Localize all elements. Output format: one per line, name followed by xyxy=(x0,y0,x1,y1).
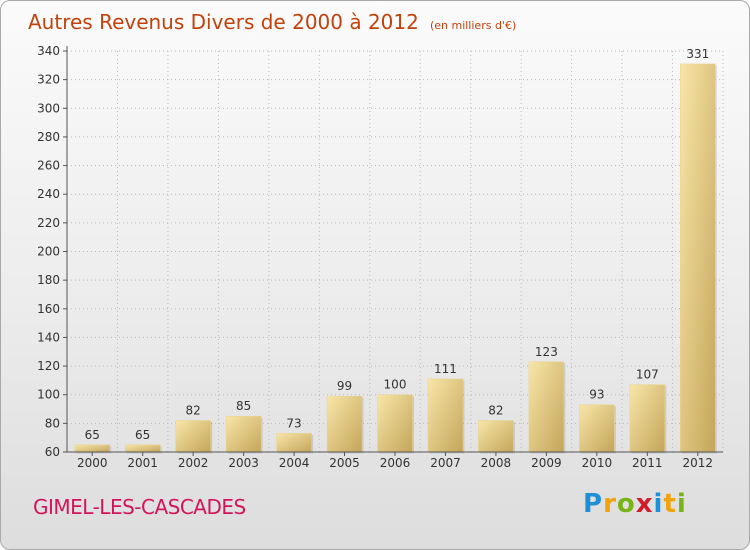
y-tick-label: 140 xyxy=(37,330,60,344)
bar xyxy=(427,378,464,453)
value-label: 107 xyxy=(636,368,659,382)
x-tick-label: 2009 xyxy=(531,456,562,470)
y-tick-label: 340 xyxy=(37,44,60,58)
y-tick-label: 240 xyxy=(37,187,60,201)
logo-letter: t xyxy=(663,489,677,519)
bar xyxy=(629,384,666,453)
logo-letter: i xyxy=(676,489,687,519)
bar xyxy=(175,420,211,453)
value-label: 93 xyxy=(589,388,604,402)
bar xyxy=(579,404,615,453)
y-tick-label: 300 xyxy=(37,101,60,115)
x-tick-label: 2002 xyxy=(178,456,209,470)
bar xyxy=(680,63,716,453)
x-tick-label: 2007 xyxy=(430,456,461,470)
bar xyxy=(528,361,565,453)
y-tick-label: 220 xyxy=(37,216,60,230)
bar xyxy=(377,394,413,453)
value-label: 82 xyxy=(186,403,201,417)
title-row: Autres Revenus Divers de 2000 à 2012 (en… xyxy=(28,10,516,34)
x-tick-label: 2005 xyxy=(329,456,360,470)
x-tick-label: 2000 xyxy=(77,456,108,470)
value-label: 82 xyxy=(488,403,503,417)
value-label: 73 xyxy=(286,416,301,430)
x-tick-label: 2008 xyxy=(481,456,512,470)
x-axis: 2000 2001 2002 2003 2004 2005 2006 2007 2008 2009… xyxy=(67,451,723,470)
value-labels: 65 65 82 85 73 99 100 111 82 123 93 107 331 xyxy=(85,47,710,442)
y-tick-label: 60 xyxy=(45,445,60,459)
value-label: 100 xyxy=(384,378,407,392)
chart-title: Autres Revenus Divers de 2000 à 2012 xyxy=(28,10,419,34)
x-tick-label: 2010 xyxy=(582,456,613,470)
bar xyxy=(326,395,363,453)
x-tick-label: 2004 xyxy=(279,456,310,470)
y-tick-label: 200 xyxy=(37,245,60,259)
x-tick-label: 2001 xyxy=(127,456,158,470)
value-label: 85 xyxy=(236,399,251,413)
grid-lines xyxy=(66,50,724,453)
proxiti-logo: Proxiti xyxy=(583,489,687,519)
value-label: 99 xyxy=(337,379,352,393)
value-label: 65 xyxy=(135,428,150,442)
y-tick-label: 280 xyxy=(37,130,60,144)
logo-letter: P xyxy=(583,489,604,519)
y-tick-label: 80 xyxy=(45,416,60,430)
bar xyxy=(225,415,262,453)
y-tick-label: 160 xyxy=(37,302,60,316)
value-label: 65 xyxy=(85,428,100,442)
logo-letter: i xyxy=(653,489,664,519)
logo-letter: x xyxy=(635,489,654,519)
chart-subtitle: (en milliers d'€) xyxy=(429,19,517,32)
y-tick-label: 100 xyxy=(37,388,60,402)
logo-letter: o xyxy=(616,489,636,519)
bar xyxy=(276,433,312,453)
y-axis: 60 80 100 120 140 160 180 200 220 240 260 280 300 320… xyxy=(37,44,68,459)
commune-name: GIMEL-LES-CASCADES xyxy=(33,495,246,519)
x-tick-label: 2011 xyxy=(632,456,663,470)
logo-letter: r xyxy=(603,489,617,519)
x-tick-label: 2003 xyxy=(228,456,259,470)
value-label: 111 xyxy=(434,362,457,376)
bar xyxy=(124,444,161,453)
bars xyxy=(74,63,717,454)
bar xyxy=(74,444,110,453)
x-tick-label: 2006 xyxy=(380,456,411,470)
y-tick-label: 260 xyxy=(37,159,60,173)
y-tick-label: 120 xyxy=(37,359,60,373)
value-label: 123 xyxy=(535,345,558,359)
y-tick-label: 180 xyxy=(37,273,60,287)
bar xyxy=(478,420,514,453)
value-label: 331 xyxy=(686,47,709,61)
x-tick-label: 2012 xyxy=(682,456,713,470)
y-tick-label: 320 xyxy=(37,73,60,87)
